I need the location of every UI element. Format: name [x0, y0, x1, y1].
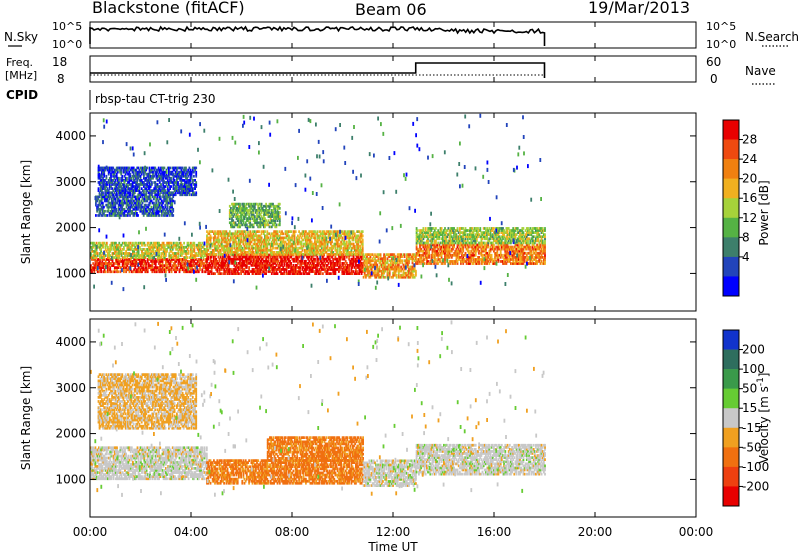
freq-trace [90, 62, 546, 78]
velocity-colorbar: 200 100 50 15 -15 -50 -100 -200 [722, 329, 769, 507]
nsky-tick-top: 10^5 [52, 20, 82, 33]
power-scatter [93, 113, 542, 292]
y-tick-0: 1000 [55, 472, 86, 486]
nsearch-tick-top: 10^5 [706, 20, 736, 33]
freq-label: Freq. [6, 56, 33, 69]
band-power-0 [90, 258, 208, 274]
band-power-3 [97, 166, 198, 197]
velocity-colorbar-tick-2: 50 [742, 382, 757, 396]
y-tick-3: 4000 [55, 335, 86, 349]
velocity-y-axis-label: Slant Range [km] [19, 366, 33, 470]
band-power-1 [90, 241, 208, 259]
band-power-2 [95, 195, 175, 217]
velocity-scale-label: Velocity [m s-1] [756, 373, 771, 464]
band-velocity-0 [90, 446, 208, 481]
velocity-colorbar-tick-7: -200 [742, 479, 769, 493]
velocity-colorbar-tick-1: 100 [742, 362, 765, 376]
velocity-colorbar-tick-4: -15 [742, 421, 762, 435]
cpid-value: rbsp-tau CT-trig 230 [95, 92, 215, 106]
power-colorbar-tick-1: 24 [742, 152, 757, 166]
power-colorbar: 28 24 20 16 12 8 4 [722, 119, 757, 297]
x-tick-0: 00:00 [73, 525, 108, 539]
nsearch-tick-bottom: 10^0 [706, 38, 736, 51]
velocity-data [90, 320, 546, 497]
power-data [90, 113, 546, 292]
nsearch-label: N.Search [745, 30, 799, 44]
date-title: 19/Mar/2013 [588, 0, 690, 17]
band-power-6 [228, 202, 281, 229]
beam-title: Beam 06 [355, 0, 427, 19]
band-power-9 [415, 227, 546, 245]
x-tick-2: 08:00 [275, 525, 310, 539]
power-colorbar-tick-4: 12 [742, 211, 757, 225]
power-panel: 1000 2000 3000 4000 Slant Range [km] [19, 112, 697, 312]
band-velocity-4 [362, 459, 417, 487]
velocity-panel: 1000 2000 3000 4000 Slant Range [km] [19, 318, 697, 518]
velocity-colorbar-tick-0: 200 [742, 343, 765, 357]
power-colorbar-tick-5: 8 [742, 230, 750, 244]
band-power-5 [206, 230, 364, 256]
freq-unit-label: [MHz] [5, 69, 37, 82]
x-axis-label: Time UT [367, 540, 418, 554]
power-y-ticks: 1000 2000 3000 4000 [55, 129, 696, 280]
x-tick-4: 16:00 [477, 525, 512, 539]
freq-tick-top: 18 [52, 55, 67, 69]
nave-label: Nave [745, 64, 776, 78]
nsky-label: N.Sky [4, 30, 38, 44]
x-tick-5: 20:00 [578, 525, 613, 539]
freq-tick-bottom: 8 [57, 72, 65, 86]
velocity-scatter [90, 320, 545, 497]
nsky-tick-bottom: 10^0 [52, 38, 82, 51]
velocity-colorbar-tick-3: 15 [742, 401, 757, 415]
power-y-axis-label: Slant Range [km] [19, 160, 33, 264]
power-scale-label: Power [dB] [757, 180, 771, 245]
nave-tick-bottom: 0 [710, 72, 718, 86]
x-axis-ticks: 00:00 04:00 08:00 12:00 16:00 20:00 00:00 [73, 22, 714, 539]
nave-tick-top: 60 [706, 55, 721, 69]
y-tick-1: 2000 [55, 427, 86, 441]
cpid-label: CPID [6, 88, 38, 102]
power-colorbar-tick-6: 4 [742, 250, 750, 264]
nsky-panel: N.Sky 10^5 10^0 10^5 10^0 N.Search [4, 20, 799, 51]
y-tick-2: 3000 [55, 175, 86, 189]
band-power-4 [206, 253, 364, 275]
x-tick-3: 12:00 [376, 525, 411, 539]
band-power-8 [415, 243, 546, 265]
cpid-row: CPID rbsp-tau CT-trig 230 [6, 88, 215, 110]
y-tick-2: 3000 [55, 381, 86, 395]
velocity-y-ticks: 1000 2000 3000 4000 [55, 335, 696, 486]
power-colorbar-tick-2: 20 [742, 172, 757, 186]
velocity-colorbar-tick-5: -50 [742, 440, 762, 454]
band-velocity-5 [415, 443, 546, 476]
velocity-colorbar-tick-6: -100 [742, 460, 769, 474]
radar-title: Blackstone (fitACF) [92, 0, 245, 17]
power-colorbar-tick-3: 16 [742, 191, 757, 205]
y-tick-1: 2000 [55, 221, 86, 235]
x-tick-1: 04:00 [174, 525, 209, 539]
freq-panel: Freq. [MHz] 18 8 60 0 Nave [5, 55, 776, 86]
nsky-trace [89, 25, 546, 46]
power-colorbar-tick-0: 28 [742, 133, 757, 147]
y-tick-0: 1000 [55, 266, 86, 280]
y-tick-3: 4000 [55, 129, 86, 143]
x-tick-6: 00:00 [679, 525, 714, 539]
